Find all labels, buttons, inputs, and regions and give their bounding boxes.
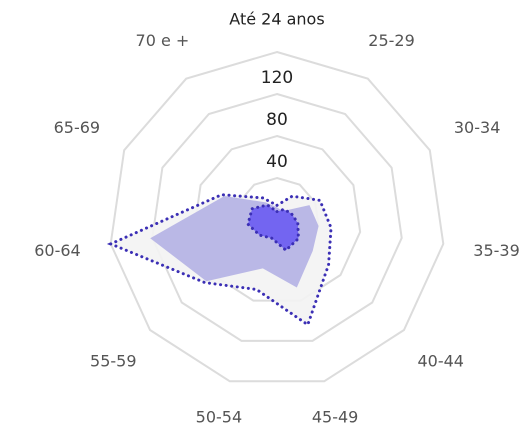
category-label: 50-54 bbox=[196, 407, 243, 426]
category-label: 60-64 bbox=[34, 241, 81, 260]
category-label: 55-59 bbox=[90, 351, 137, 370]
category-label: 70 e + bbox=[136, 31, 190, 50]
grid-ring bbox=[109, 50, 445, 383]
r-tick-label: 120 bbox=[261, 68, 293, 88]
category-label: Até 24 anos bbox=[229, 10, 324, 29]
category-label: 40-44 bbox=[417, 351, 464, 370]
category-label: 35-39 bbox=[473, 241, 520, 260]
series-area bbox=[246, 203, 300, 253]
grid-ring bbox=[151, 92, 403, 342]
category-label: 30-34 bbox=[454, 118, 501, 137]
category-label: 45-49 bbox=[312, 407, 359, 426]
r-tick-label: 40 bbox=[266, 152, 288, 172]
category-label: 25-29 bbox=[368, 31, 415, 50]
r-tick-label: 80 bbox=[266, 110, 288, 130]
category-label: 65-69 bbox=[54, 118, 101, 137]
